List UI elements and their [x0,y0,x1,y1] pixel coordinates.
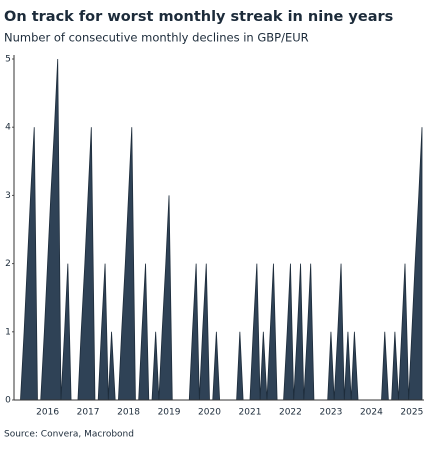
source: Source: Convera, Macrobond [4,430,134,440]
chart-title: On track for worst monthly streak in nin… [4,9,393,25]
x-tick-label: 2025 [400,408,423,418]
x-tick-label: 2023 [319,408,342,418]
y-tick-label: 5 [5,55,11,65]
y-tick-label: 2 [5,259,11,269]
chart-subtitle: Number of consecutive monthly declines i… [4,31,309,45]
y-tick-label: 0 [5,396,11,406]
x-tick-label: 2024 [360,408,383,418]
x-tick-label: 2022 [279,408,302,418]
area [14,58,423,401]
x-tick-label: 2021 [239,408,262,418]
y-tick-label: 4 [5,123,11,133]
x-tick-label: 2018 [117,408,140,418]
x-tick-label: 2016 [36,408,59,418]
y-tick-label: 3 [5,191,11,201]
y-tick-label: 1 [5,327,11,337]
x-tick-label: 2020 [198,408,221,418]
x-tick-label: 2017 [77,408,100,418]
x-tick-label: 2019 [158,408,181,418]
